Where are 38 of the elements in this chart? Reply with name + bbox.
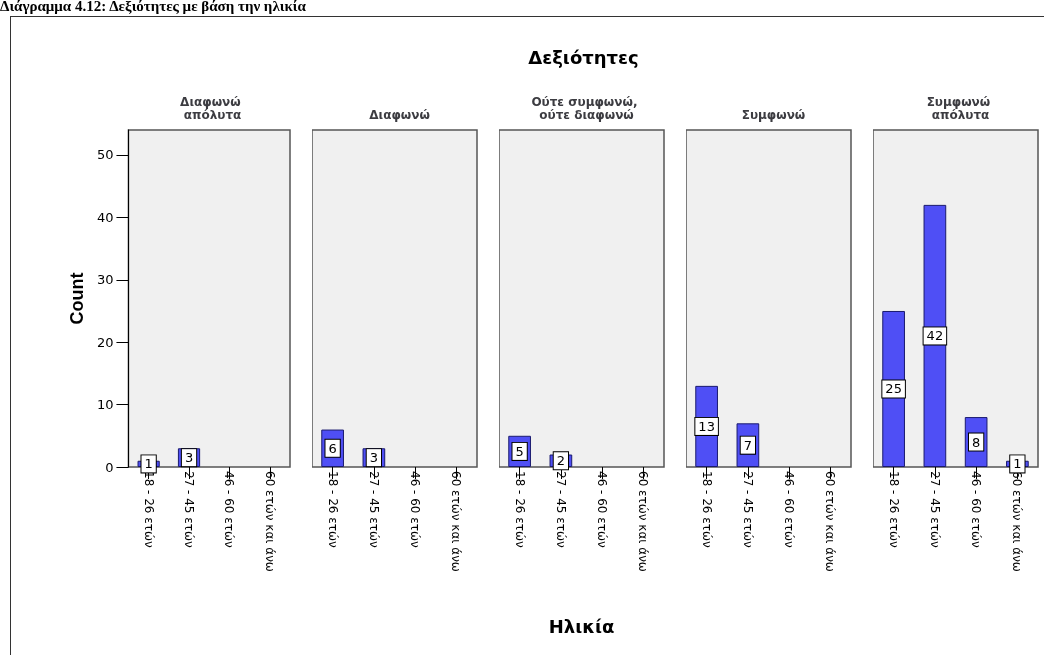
chart-title: Διαφωνώ απόλυτα <box>180 94 245 122</box>
x-axis-title: Ηλικία <box>548 615 615 637</box>
x-tick-label: 18 - 26 ετών <box>886 471 901 549</box>
data-label: 8 <box>971 434 981 450</box>
data-label: 25 <box>885 381 902 397</box>
bar <box>923 204 947 467</box>
x-tick-label: 46 - 60 ετών <box>408 471 423 549</box>
y-tick-label: 40 <box>96 209 114 225</box>
text: Διάγραμμα 4.12: Δεξιότητες με βάση την ηλικία <box>0 0 306 15</box>
x-tick-label: 46 - 60 ετών <box>969 471 984 549</box>
data-label: 3 <box>369 450 379 466</box>
chart-title: Συμφωνώ απόλυτα <box>926 94 995 122</box>
y-axis-title: Count <box>67 272 87 325</box>
y-tick-label: 20 <box>96 334 114 350</box>
data-label: 6 <box>328 440 337 456</box>
chart-title: Ούτε συμφωνώ, ούτε διαφωνώ <box>531 94 642 122</box>
data-label: 2 <box>556 453 566 469</box>
chart-title: Συμφωνώ <box>741 107 806 122</box>
x-tick-label: 46 - 60 ετών <box>222 471 237 549</box>
chart-title: Διαφωνώ <box>369 107 430 122</box>
data-label: 3 <box>184 450 194 466</box>
x-tick-label: 46 - 60 ετών <box>595 471 610 549</box>
x-tick-label: 18 - 26 ετών <box>325 471 340 549</box>
text: Δεξιότητες <box>528 46 639 68</box>
data-label: 1 <box>1013 456 1022 472</box>
x-tick-label: 18 - 26 ετών <box>141 471 156 549</box>
x-tick-label: 18 - 26 ετών <box>512 471 527 549</box>
data-label: 7 <box>743 437 753 453</box>
x-tick-label: 18 - 26 ετών <box>699 471 714 549</box>
data-label: 1 <box>144 456 153 472</box>
y-tick-label: 0 <box>105 459 114 475</box>
y-tick-label: 10 <box>96 397 114 413</box>
data-label: 13 <box>698 418 715 434</box>
x-tick-label: 46 - 60 ετών <box>782 471 797 549</box>
y-tick-label: 30 <box>96 272 114 288</box>
data-label: 42 <box>926 328 944 344</box>
data-label: 5 <box>515 443 524 459</box>
y-tick-label: 50 <box>96 147 114 163</box>
